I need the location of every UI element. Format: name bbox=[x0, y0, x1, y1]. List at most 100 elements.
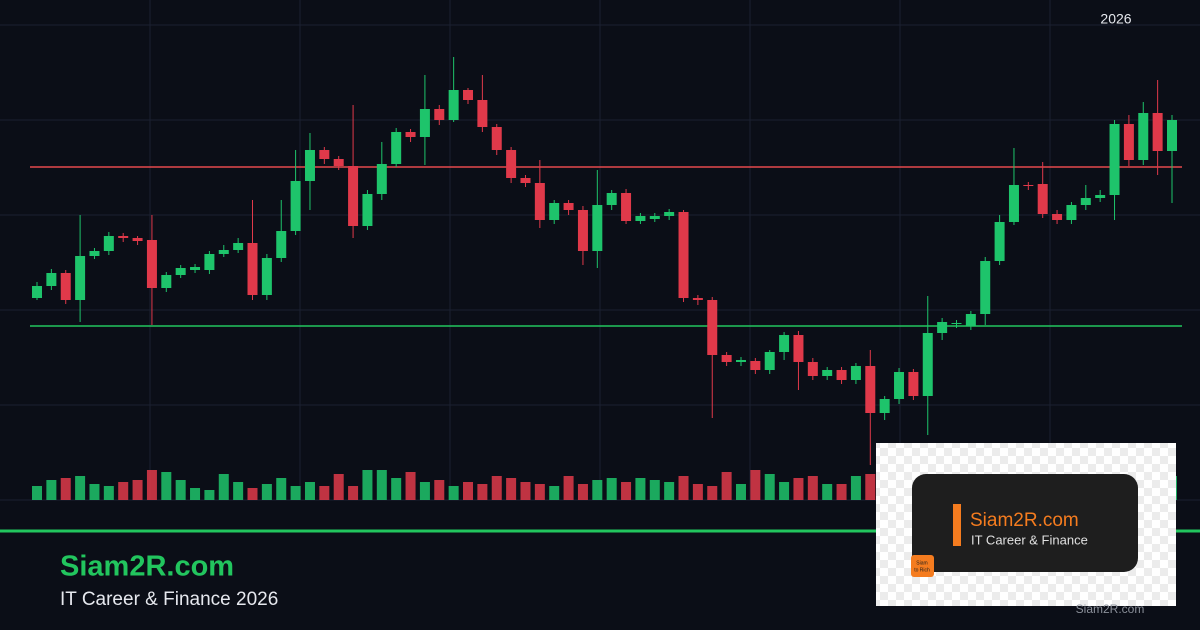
candle-body bbox=[951, 323, 962, 324]
vertical-grid bbox=[149, 0, 1051, 500]
volume-bar bbox=[60, 478, 71, 500]
volume-bar bbox=[218, 474, 229, 500]
volume-bar bbox=[405, 472, 416, 500]
candle-body bbox=[1052, 214, 1063, 220]
volume-bar bbox=[89, 484, 100, 500]
volume-bar bbox=[692, 484, 703, 500]
volume-bar bbox=[261, 484, 272, 500]
candle-body bbox=[577, 210, 588, 251]
volume-bar bbox=[333, 474, 344, 500]
candle-body bbox=[1167, 120, 1177, 151]
candle-body bbox=[549, 203, 560, 220]
volume-bar bbox=[563, 476, 574, 500]
volume-bar bbox=[764, 474, 775, 500]
volume-bar bbox=[750, 470, 761, 500]
candle-body bbox=[621, 193, 632, 221]
candle-body bbox=[1080, 198, 1091, 205]
candle-body bbox=[664, 212, 675, 216]
candle-body bbox=[1123, 124, 1134, 160]
candle-body bbox=[894, 372, 905, 399]
candle-body bbox=[506, 150, 517, 178]
volume-bar bbox=[146, 470, 157, 500]
volume-bar bbox=[32, 486, 42, 500]
card bbox=[912, 474, 1138, 572]
candle-body bbox=[132, 238, 143, 241]
candle-body bbox=[89, 251, 100, 256]
candle-body bbox=[735, 360, 746, 362]
candle-body bbox=[1152, 113, 1163, 151]
candle-body bbox=[994, 222, 1005, 261]
candle-body bbox=[764, 352, 775, 370]
candle-body bbox=[376, 164, 387, 194]
volume-bar bbox=[132, 480, 143, 500]
candle-body bbox=[692, 298, 703, 300]
volume-bar bbox=[304, 482, 315, 500]
footer-tagline: IT Career & Finance 2026 bbox=[60, 589, 278, 610]
candle-body bbox=[779, 335, 790, 352]
volume-bar bbox=[506, 478, 517, 500]
candle-body bbox=[1109, 124, 1120, 195]
volume-bar bbox=[391, 478, 402, 500]
candle-body bbox=[793, 335, 804, 362]
volume-bar bbox=[577, 484, 588, 500]
card-tagline: IT Career & Finance bbox=[971, 532, 1088, 547]
volume-bar bbox=[779, 482, 790, 500]
volume-bar bbox=[807, 476, 818, 500]
year-label: 2026 bbox=[1100, 11, 1131, 27]
volume-bar bbox=[463, 482, 474, 500]
candle-body bbox=[965, 314, 976, 326]
volume-bar bbox=[491, 476, 502, 500]
candle-body bbox=[118, 236, 129, 238]
volume-bar bbox=[721, 472, 732, 500]
candle-body bbox=[333, 159, 344, 166]
volume-bar bbox=[376, 470, 387, 500]
candle-body bbox=[190, 267, 201, 270]
volume-bar bbox=[549, 486, 560, 500]
candle-body bbox=[1008, 185, 1019, 222]
candle-body bbox=[218, 250, 229, 254]
candle-body bbox=[678, 212, 689, 298]
volume-bar bbox=[161, 472, 172, 500]
candle-body bbox=[1138, 113, 1149, 160]
volume-bar bbox=[635, 478, 646, 500]
candle-body bbox=[348, 166, 359, 226]
volume-bar bbox=[290, 486, 301, 500]
volume-bar bbox=[850, 476, 861, 500]
volume-bar bbox=[348, 486, 359, 500]
candle-body bbox=[290, 181, 301, 231]
candle-body bbox=[836, 370, 847, 380]
candle-body bbox=[649, 216, 660, 219]
candle-body bbox=[103, 236, 114, 251]
candle-body bbox=[261, 258, 272, 295]
candle-body bbox=[463, 90, 474, 100]
candle-body bbox=[922, 333, 933, 396]
candle-body bbox=[204, 254, 215, 270]
volume-bar bbox=[419, 482, 430, 500]
volume-bar bbox=[707, 486, 718, 500]
volume-bar bbox=[621, 482, 632, 500]
candle-body bbox=[1066, 205, 1077, 220]
watermark: Siam2R.com bbox=[1076, 602, 1145, 616]
candle-body bbox=[491, 127, 502, 150]
candle-body bbox=[319, 150, 330, 159]
candle-body bbox=[980, 261, 991, 314]
candle-body bbox=[865, 366, 876, 413]
logo-text: to Rich bbox=[914, 567, 930, 573]
brand-card: Siam2R.com IT Career & Finance Siam to R… bbox=[876, 443, 1176, 606]
candle-body bbox=[419, 109, 430, 137]
footer-site: Siam2R.com bbox=[60, 551, 234, 583]
candle-body bbox=[807, 362, 818, 376]
volume-bar bbox=[434, 480, 445, 500]
volume-bar bbox=[190, 488, 201, 500]
logo bbox=[911, 555, 934, 577]
candle-body bbox=[879, 399, 890, 413]
candle-body bbox=[391, 132, 402, 164]
volume-bar bbox=[592, 480, 603, 500]
candle-body bbox=[247, 243, 258, 295]
candle-body bbox=[635, 216, 646, 221]
candle-body bbox=[822, 370, 833, 376]
volume-bar bbox=[822, 484, 833, 500]
volume-bar bbox=[204, 490, 215, 500]
volume-bar bbox=[836, 484, 847, 500]
